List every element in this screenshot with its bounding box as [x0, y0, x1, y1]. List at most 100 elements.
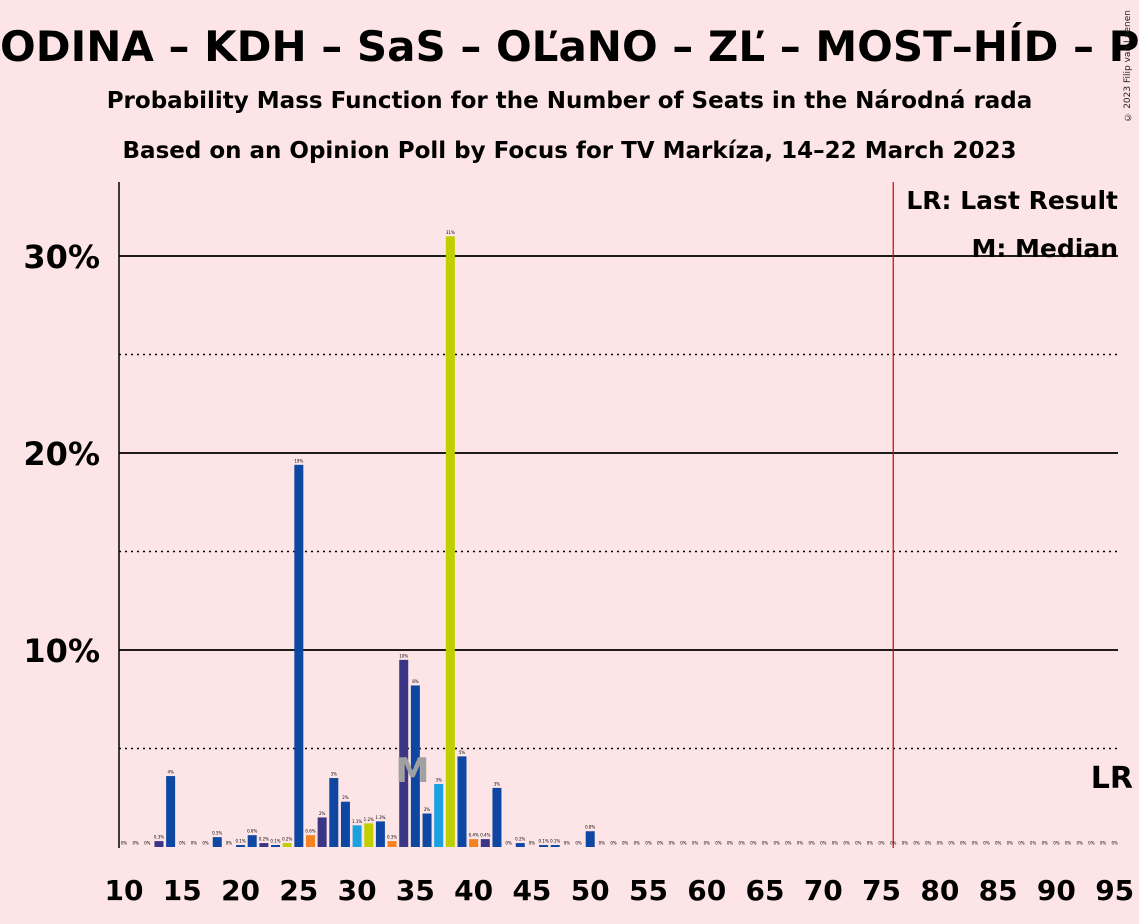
x-tick-label: 10	[105, 874, 144, 907]
data-label-seat-66: 0%	[774, 841, 781, 846]
data-label-seat-24: 0.2%	[282, 837, 292, 842]
bar-seat-30	[352, 825, 362, 847]
gridlines	[119, 255, 1118, 750]
data-label-seat-71: 0%	[832, 841, 839, 846]
bar-seat-41	[480, 839, 490, 847]
bar-seat-26	[305, 835, 315, 847]
bar-seat-28	[329, 778, 339, 847]
data-label-seat-74: 0%	[867, 841, 874, 846]
data-label-seat-75: 0%	[878, 841, 885, 846]
data-label-seat-89: 0%	[1042, 841, 1049, 846]
bar-seat-46	[539, 845, 549, 847]
x-tick-label: 20	[221, 874, 260, 907]
data-label-seat-21: 0.6%	[247, 829, 257, 834]
data-label-seat-34: 10%	[399, 653, 408, 658]
legend-median: M: Median	[971, 234, 1118, 263]
data-label-seat-68: 0%	[797, 841, 804, 846]
bar-seat-14	[166, 776, 176, 847]
bar-series	[154, 236, 595, 848]
x-tick-label: 30	[338, 874, 377, 907]
data-label-seat-36: 2%	[424, 807, 431, 812]
x-tick-label: 40	[454, 874, 493, 907]
data-label-seat-51: 0%	[599, 841, 606, 846]
data-label-seat-20: 0.1%	[235, 839, 245, 844]
data-label-seat-77: 0%	[902, 841, 909, 846]
data-label-seat-28: 3%	[331, 772, 338, 777]
x-tick-label: 90	[1037, 874, 1076, 907]
data-label-seat-84: 0%	[983, 841, 990, 846]
bar-seat-22	[259, 843, 269, 847]
data-label-seat-10: 0%	[121, 841, 128, 846]
data-label-seat-81: 0%	[948, 841, 955, 846]
y-axis-ticks: 10% 20% 30%	[23, 238, 100, 670]
data-label-seat-63: 0%	[739, 841, 746, 846]
data-label-seat-57: 0%	[669, 841, 676, 846]
last-result-label: LR	[1091, 761, 1133, 796]
x-tick-label: 85	[979, 874, 1018, 907]
bar-seat-50	[585, 831, 595, 847]
data-label-seat-69: 0%	[808, 841, 815, 846]
bar-seat-35	[410, 685, 420, 847]
bar-seat-38	[445, 236, 455, 848]
data-label-seat-12: 0%	[144, 841, 151, 846]
data-label-seat-73: 0%	[855, 841, 862, 846]
x-tick-label: 50	[571, 874, 610, 907]
data-label-seat-93: 0%	[1088, 841, 1095, 846]
data-label-seat-61: 0%	[715, 841, 722, 846]
data-label-seat-33: 0.3%	[387, 835, 397, 840]
x-tick-label: 35	[396, 874, 435, 907]
data-label-seat-37: 3%	[436, 777, 443, 782]
data-label-seat-94: 0%	[1100, 841, 1107, 846]
data-label-seat-46: 0.1%	[538, 839, 548, 844]
data-label-seat-43: 0%	[505, 841, 512, 846]
bar-seat-24	[282, 843, 292, 847]
data-label-seat-52: 0%	[610, 841, 617, 846]
bar-seat-27	[317, 817, 327, 847]
bar-seat-29	[340, 801, 350, 847]
data-label-seat-48: 0%	[564, 841, 571, 846]
bar-seat-37	[434, 783, 444, 847]
data-labels: 0% 0% 0%0.3%4%0% 0% 0%0.5%0% 0.1%0.6%0.2% 0.1%…	[121, 230, 1118, 846]
data-label-seat-22: 0.2%	[259, 837, 269, 842]
data-label-seat-26: 0.6%	[305, 829, 315, 834]
bar-seat-47	[550, 845, 560, 847]
bar-seat-40	[469, 839, 479, 847]
data-label-seat-56: 0%	[657, 841, 664, 846]
x-tick-label: 75	[862, 874, 901, 907]
bar-seat-25	[294, 464, 304, 847]
data-label-seat-88: 0%	[1030, 841, 1037, 846]
x-tick-label: 15	[163, 874, 202, 907]
data-label-seat-25: 19%	[294, 458, 303, 463]
x-tick-label: 65	[746, 874, 785, 907]
data-label-seat-49: 0%	[575, 841, 582, 846]
data-label-seat-91: 0%	[1065, 841, 1072, 846]
data-label-seat-14: 4%	[167, 770, 174, 775]
x-tick-label: 95	[1095, 874, 1134, 907]
data-label-seat-29: 2%	[342, 795, 349, 800]
x-tick-label: 80	[920, 874, 959, 907]
data-label-seat-86: 0%	[1007, 841, 1014, 846]
bar-seat-39	[457, 756, 467, 847]
data-label-seat-42: 3%	[494, 781, 501, 786]
x-axis-ticks: 10 15 20 25 30 35 40 45 50 55 60 65 70 75 80 85 90 95	[105, 874, 1135, 907]
data-label-seat-90: 0%	[1053, 841, 1060, 846]
data-label-seat-82: 0%	[960, 841, 967, 846]
x-tick-label: 55	[629, 874, 668, 907]
data-label-seat-13: 0.3%	[154, 835, 164, 840]
chart-subtitle: Probability Mass Function for the Number…	[106, 88, 1033, 114]
bar-seat-36	[422, 813, 432, 847]
data-label-seat-23: 0.1%	[270, 839, 280, 844]
data-label-seat-95: 0%	[1111, 841, 1118, 846]
data-label-seat-76: 0%	[890, 841, 897, 846]
data-label-seat-58: 0%	[680, 841, 687, 846]
bar-seat-21	[247, 835, 257, 847]
data-label-seat-40: 0.4%	[469, 833, 479, 838]
legend-last-result: LR: Last Result	[906, 186, 1118, 215]
data-label-seat-17: 0%	[202, 841, 209, 846]
median-marker: M	[395, 751, 429, 791]
y-tick-label: 30%	[23, 238, 100, 276]
chart-source-line: Based on an Opinion Poll by Focus for TV…	[122, 138, 1017, 164]
data-label-seat-19: 0%	[226, 841, 233, 846]
data-label-seat-18: 0.5%	[212, 831, 222, 836]
